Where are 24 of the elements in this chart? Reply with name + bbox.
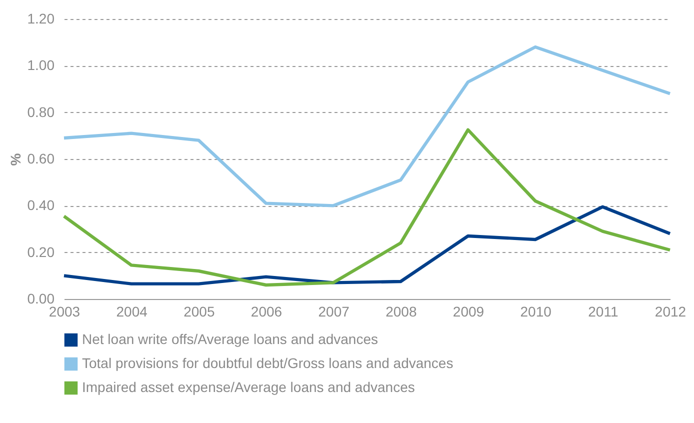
legend-label: Net loan write offs/Average loans and advances xyxy=(82,331,378,347)
x-tick-label: 2010 xyxy=(520,304,552,320)
x-tick-label: 2008 xyxy=(386,304,417,320)
y-tick-label: 0.40 xyxy=(27,197,55,214)
x-tick-label: 2009 xyxy=(452,304,484,320)
line-series xyxy=(62,128,672,287)
y-tick-label: 0.80 xyxy=(27,104,55,120)
line-series xyxy=(62,45,672,208)
line-series xyxy=(62,205,672,286)
y-tick-label: 0.60 xyxy=(27,150,55,166)
y-axis-title: % xyxy=(7,152,24,166)
x-tick-label: 2003 xyxy=(48,304,80,320)
x-tick-label: 2007 xyxy=(318,304,350,320)
x-tick-label: 2006 xyxy=(250,304,282,320)
y-tick-label: 1.00 xyxy=(27,57,55,74)
x-tick-label: 2012 xyxy=(654,304,686,320)
x-tick-label: 2005 xyxy=(184,304,215,320)
legend-label: Total provisions for doubtful debt/Gross loans and advances xyxy=(82,355,454,371)
x-tick-label: 2004 xyxy=(116,304,148,320)
y-tick-label: 1.20 xyxy=(27,10,55,26)
legend-label: Impaired asset expense/Average loans and advances xyxy=(82,379,415,395)
y-tick-label: 0.20 xyxy=(27,244,55,260)
y-tick-label: 0.00 xyxy=(27,290,55,306)
x-tick-label: 2011 xyxy=(588,304,618,320)
